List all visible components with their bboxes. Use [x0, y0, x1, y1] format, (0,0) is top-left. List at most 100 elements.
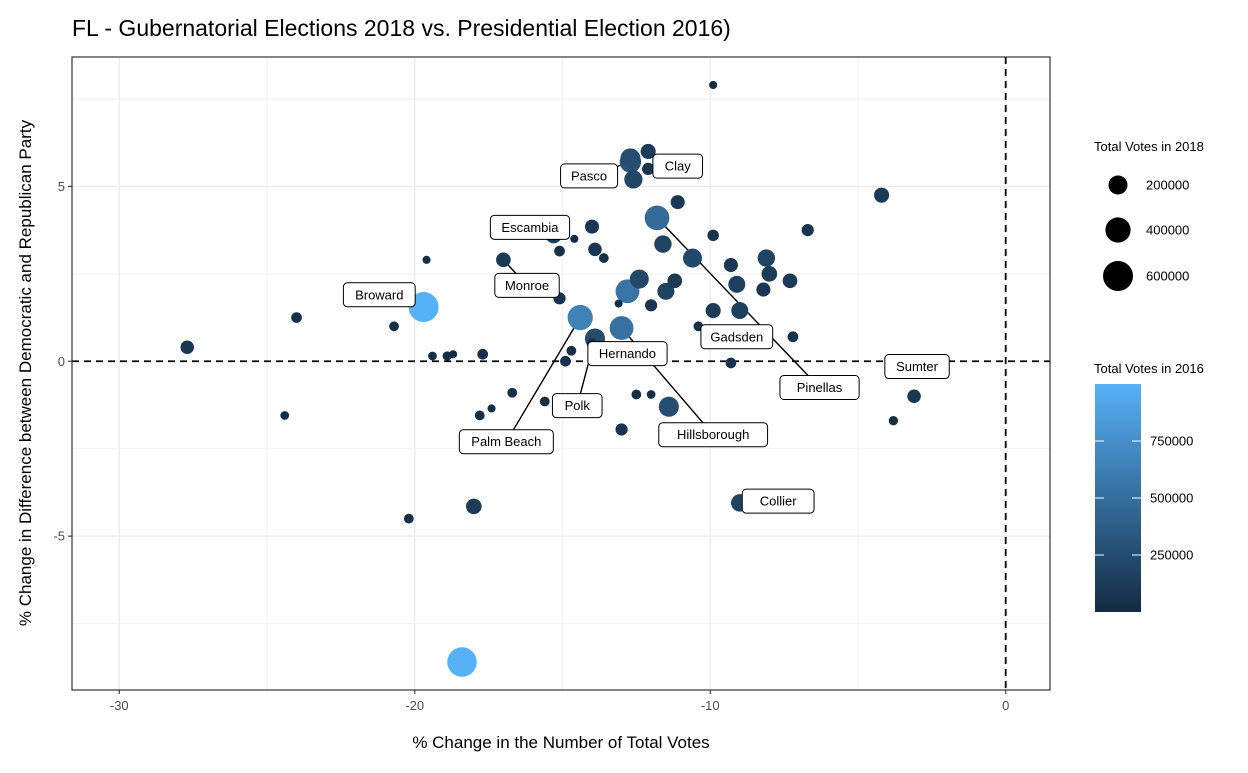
data-point — [889, 416, 898, 425]
size-legend: Total Votes in 2018 200000 400000 600000 — [1094, 139, 1204, 291]
point-hillsborough — [610, 316, 634, 340]
data-point — [291, 312, 302, 323]
data-point — [447, 647, 477, 677]
data-point — [423, 256, 431, 264]
color-legend-label: 750000 — [1150, 434, 1193, 449]
data-point — [724, 258, 738, 272]
color-legend-label: 500000 — [1150, 491, 1193, 506]
data-point — [624, 170, 642, 188]
plot-panel: Clay Pasco Escambia Monroe Broward Gadsden Her… — [72, 57, 1050, 690]
county-label-text: Pasco — [571, 168, 607, 183]
county-label-text: Monroe — [505, 278, 549, 293]
y-axis-title: % Change in Difference between Democrati… — [16, 119, 35, 626]
county-label-pasco: Pasco — [561, 164, 618, 188]
data-point — [758, 249, 775, 266]
county-label-text: Escambia — [501, 220, 559, 235]
county-label-hernando: Hernando — [588, 342, 667, 366]
data-point — [428, 352, 437, 361]
data-point — [706, 303, 721, 318]
county-label-hillsborough: Hillsborough — [659, 423, 768, 447]
size-legend-title: Total Votes in 2018 — [1094, 139, 1204, 154]
point-palm-beach — [568, 305, 593, 330]
county-label-text: Hernando — [599, 346, 656, 361]
size-legend-label: 400000 — [1146, 223, 1189, 238]
county-label-text: Broward — [355, 287, 403, 302]
data-point — [180, 341, 193, 354]
data-point — [599, 253, 609, 263]
size-legend-label: 600000 — [1146, 269, 1189, 284]
data-point — [280, 411, 289, 420]
data-point — [554, 246, 565, 257]
county-label-clay: Clay — [653, 154, 703, 178]
data-point — [788, 331, 799, 342]
county-label-pinellas: Pinellas — [780, 375, 859, 399]
county-label-broward: Broward — [343, 283, 415, 307]
x-tick-label: -10 — [701, 698, 720, 713]
county-label-text: Gadsden — [710, 329, 763, 344]
county-label-sumter: Sumter — [885, 355, 949, 379]
county-label-text: Hillsborough — [677, 427, 749, 442]
data-point — [728, 276, 745, 293]
county-label-monroe: Monroe — [495, 273, 559, 297]
data-point — [659, 397, 679, 417]
data-point — [560, 356, 571, 367]
data-point — [585, 220, 599, 234]
size-legend-key — [1108, 175, 1127, 194]
color-legend: Total Votes in 2016 250000 500000 750000 — [1094, 361, 1204, 612]
county-label-text: Collier — [760, 494, 798, 509]
x-axis-title: % Change in the Number of Total Votes — [412, 733, 709, 752]
color-legend-label: 250000 — [1150, 548, 1193, 563]
data-point — [477, 349, 488, 360]
data-point — [475, 411, 485, 421]
size-legend-item: 400000 — [1105, 217, 1189, 242]
y-tick-label: 5 — [58, 179, 65, 194]
data-point — [615, 423, 627, 435]
data-point — [761, 266, 777, 282]
size-legend-item: 200000 — [1108, 175, 1189, 194]
point-pinellas — [645, 206, 670, 231]
data-point — [540, 397, 550, 407]
data-point — [707, 230, 719, 242]
data-point — [907, 389, 920, 402]
county-label-text: Pinellas — [797, 380, 843, 395]
color-legend-title: Total Votes in 2016 — [1094, 361, 1204, 376]
x-tick-label: -30 — [110, 698, 129, 713]
y-tick-label: -5 — [53, 529, 65, 544]
data-point — [630, 270, 649, 289]
data-point — [466, 499, 482, 515]
data-point — [389, 321, 399, 331]
data-point — [667, 274, 682, 289]
data-point — [566, 346, 576, 356]
data-point — [631, 390, 641, 400]
point-monroe — [496, 253, 511, 268]
data-point — [802, 224, 814, 236]
y-axis: -505 — [53, 179, 72, 544]
data-point — [570, 235, 578, 243]
size-legend-label: 200000 — [1146, 178, 1189, 193]
data-point — [615, 299, 623, 307]
data-point — [404, 514, 414, 524]
county-label-gadsden: Gadsden — [701, 325, 773, 349]
x-tick-label: -20 — [405, 698, 424, 713]
county-label-collier: Collier — [742, 489, 814, 513]
data-point — [449, 350, 457, 358]
county-label-text: Polk — [565, 398, 591, 413]
data-point — [620, 148, 640, 168]
county-label-palm-beach: Palm Beach — [459, 430, 553, 454]
data-point — [645, 299, 657, 311]
data-point — [709, 81, 717, 89]
size-legend-key — [1105, 217, 1130, 242]
county-label-text: Palm Beach — [471, 434, 541, 449]
data-point — [783, 274, 798, 289]
data-point — [726, 358, 737, 369]
county-label-text: Sumter — [896, 359, 939, 374]
data-point — [588, 243, 601, 256]
data-point — [654, 235, 671, 252]
data-point — [488, 404, 496, 412]
county-label-escambia: Escambia — [490, 215, 569, 239]
data-point — [683, 249, 702, 268]
data-point — [874, 188, 889, 203]
data-point — [507, 388, 517, 398]
size-legend-key — [1103, 261, 1133, 291]
